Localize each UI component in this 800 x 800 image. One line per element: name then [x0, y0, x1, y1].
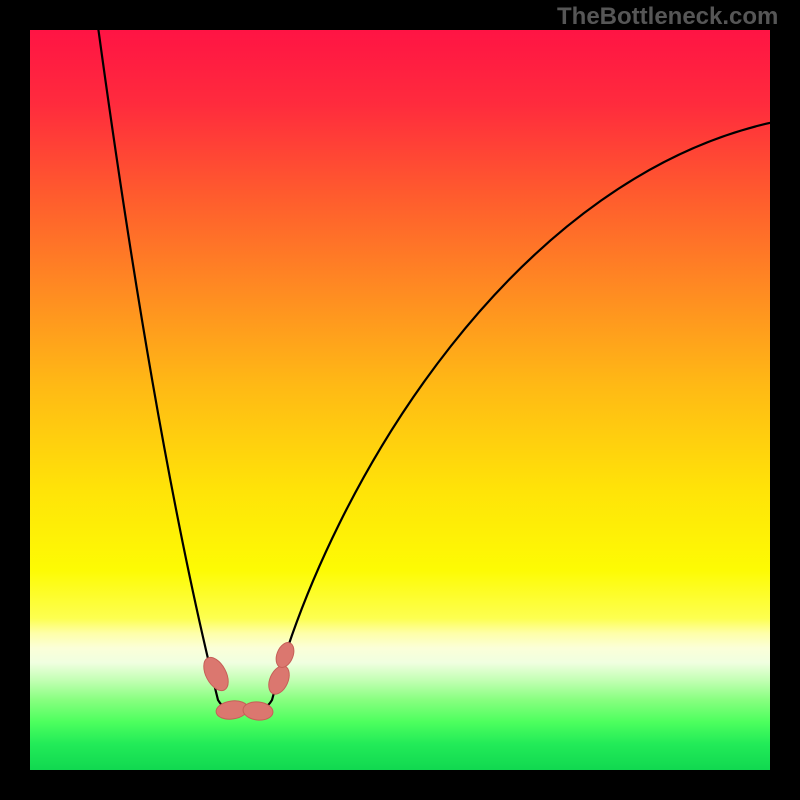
frame-bottom — [0, 770, 800, 800]
plot-background — [30, 30, 770, 770]
frame-left — [0, 0, 30, 800]
watermark-text: TheBottleneck.com — [557, 3, 778, 31]
frame-right — [770, 0, 800, 800]
chart-canvas — [0, 0, 800, 800]
